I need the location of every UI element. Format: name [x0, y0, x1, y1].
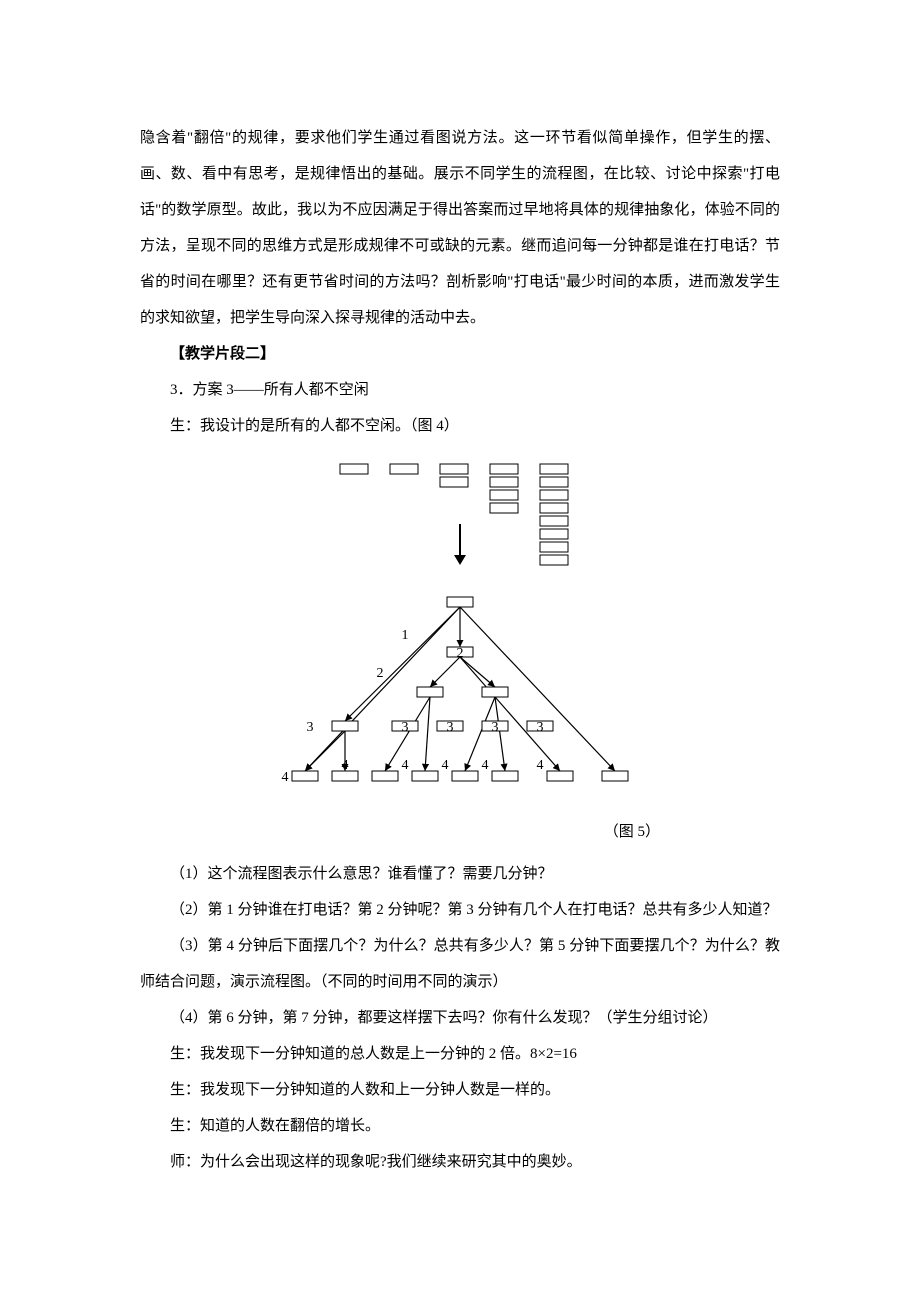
svg-text:4: 4	[402, 758, 409, 773]
svg-text:4: 4	[442, 758, 449, 773]
line-student-design: 生：我设计的是所有的人都不空闲。（图 4）	[140, 408, 780, 444]
figure-5-svg: 1 2 3 4 2 3 3 3 3 4 4 4 4 4	[250, 584, 670, 814]
student-line-1: 生：我发现下一分钟知道的总人数是上一分钟的 2 倍。8×2=16	[140, 1036, 780, 1072]
svg-text:3: 3	[447, 720, 454, 735]
svg-text:4: 4	[482, 758, 489, 773]
figure-5: 1 2 3 4 2 3 3 3 3 4 4 4 4 4 （图 5）	[140, 584, 780, 850]
svg-text:1: 1	[402, 628, 409, 643]
svg-text:4: 4	[282, 770, 289, 785]
student-line-3: 生：知道的人数在翻倍的增长。	[140, 1108, 780, 1144]
svg-text:3: 3	[402, 720, 409, 735]
figure-4-svg	[310, 454, 610, 574]
teacher-line: 师：为什么会出现这样的现象呢?我们继续来研究其中的奥妙。	[140, 1144, 780, 1180]
svg-text:3: 3	[492, 720, 499, 735]
section-heading: 【教学片段二】	[140, 336, 780, 372]
question-1: （1）这个流程图表示什么意思？谁看懂了？需要几分钟？	[140, 856, 780, 892]
figure-5-caption: （图 5）	[140, 814, 780, 850]
question-3: （3）第 4 分钟后下面摆几个？为什么？总共有多少人？第 5 分钟下面要摆几个？…	[140, 928, 780, 1000]
svg-text:2: 2	[457, 646, 464, 661]
document-page: 隐含着"翻倍"的规律，要求他们学生通过看图说方法。这一环节看似简单操作，但学生的…	[0, 0, 920, 1302]
svg-text:2: 2	[377, 666, 384, 681]
svg-text:4: 4	[342, 758, 349, 773]
svg-text:3: 3	[307, 720, 314, 735]
svg-text:4: 4	[537, 758, 544, 773]
paragraph-intro: 隐含着"翻倍"的规律，要求他们学生通过看图说方法。这一环节看似简单操作，但学生的…	[140, 120, 780, 336]
student-line-2: 生：我发现下一分钟知道的人数和上一分钟人数是一样的。	[140, 1072, 780, 1108]
question-4: （4）第 6 分钟，第 7 分钟，都要这样摆下去吗？你有什么发现？（学生分组讨论…	[140, 1000, 780, 1036]
figure-4	[140, 454, 780, 574]
question-2: （2）第 1 分钟谁在打电话？第 2 分钟呢？第 3 分钟有几个人在打电话？总共…	[140, 892, 780, 928]
svg-text:3: 3	[537, 720, 544, 735]
line-plan3: 3．方案 3——所有人都不空闲	[140, 372, 780, 408]
